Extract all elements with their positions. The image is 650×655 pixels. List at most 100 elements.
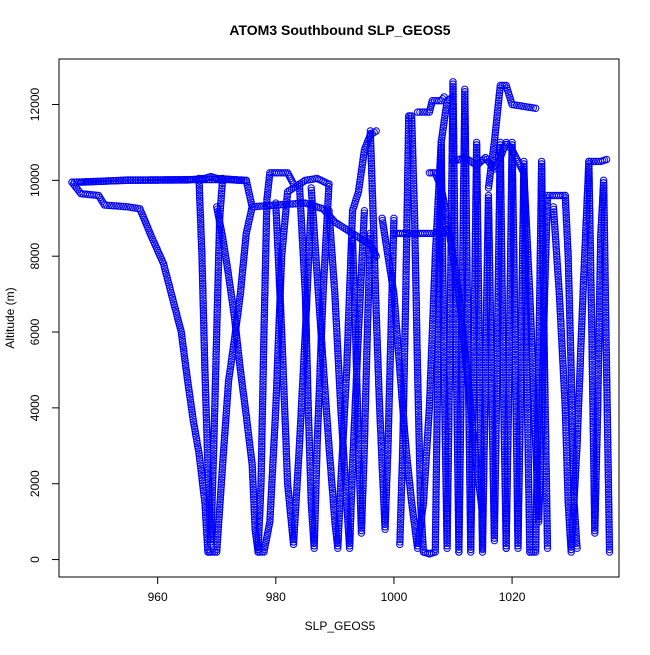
data-point [271, 424, 279, 432]
data-point [212, 355, 220, 363]
data-point [312, 254, 320, 262]
data-point [258, 427, 266, 436]
data-point [274, 349, 282, 357]
data-point [322, 407, 331, 416]
data-point [263, 193, 271, 201]
data-point [181, 175, 190, 184]
data-point [259, 395, 267, 403]
data-point [284, 487, 292, 495]
data-point [84, 178, 93, 186]
data-point [269, 458, 277, 466]
data-point [198, 277, 207, 285]
data-point [279, 360, 287, 369]
data-point [212, 335, 221, 344]
data-point [256, 489, 265, 498]
data-point [314, 288, 322, 297]
data-point [205, 175, 214, 184]
data-point [211, 405, 219, 413]
data-point [271, 414, 279, 422]
data-point [294, 459, 303, 467]
data-point [200, 334, 208, 342]
data-point [310, 234, 319, 242]
data-point [302, 310, 310, 318]
data-point [305, 446, 314, 454]
data-point [210, 442, 218, 450]
data-point [305, 441, 314, 449]
data-point [284, 482, 292, 490]
data-point [292, 498, 300, 507]
data-point [214, 261, 223, 269]
data-point [326, 456, 334, 465]
data-point [214, 273, 222, 282]
data-point [334, 527, 343, 535]
data-point [273, 234, 282, 242]
data-point [176, 176, 185, 184]
data-point [79, 178, 88, 186]
data-point [187, 403, 196, 411]
data-point [299, 256, 308, 264]
data-point [272, 396, 280, 405]
data-point [296, 419, 305, 428]
data-point [214, 286, 222, 294]
data-point [245, 433, 253, 442]
data-point [218, 187, 226, 195]
data-point [197, 228, 205, 236]
data-point [212, 333, 221, 341]
data-point [181, 359, 190, 367]
data-point [294, 456, 303, 465]
data-point [196, 208, 205, 217]
data-point [249, 493, 258, 501]
data-point [261, 293, 269, 302]
data-point [199, 279, 207, 288]
data-point [284, 489, 293, 498]
data-point [202, 396, 210, 404]
data-point [296, 185, 304, 193]
data-point [297, 417, 305, 425]
data-point [314, 404, 323, 413]
data-point [272, 386, 281, 395]
data-point [305, 421, 313, 429]
data-point [271, 421, 279, 429]
data-point [274, 261, 283, 269]
data-point [314, 286, 322, 294]
data-point [124, 176, 132, 184]
data-point [283, 465, 291, 473]
data-point [277, 313, 285, 321]
data-point [257, 452, 266, 461]
data-point [306, 224, 314, 232]
data-point [197, 233, 205, 241]
data-point [305, 434, 313, 442]
data-point [107, 177, 115, 185]
data-point [268, 483, 276, 491]
data-point [310, 537, 319, 545]
data-point [185, 386, 193, 394]
data-point [193, 439, 202, 448]
data-point [197, 235, 206, 243]
data-point [306, 449, 314, 457]
data-point [197, 218, 205, 226]
data-point [119, 176, 127, 184]
data-point [311, 497, 320, 505]
data-point [259, 380, 267, 388]
data-point [221, 419, 230, 427]
data-point [211, 380, 220, 388]
data-point [200, 351, 209, 359]
data-point [292, 491, 301, 499]
data-point [236, 363, 244, 372]
data-point [259, 368, 267, 376]
data-point [259, 393, 267, 401]
data-point [261, 254, 270, 262]
data-point [257, 477, 265, 485]
data-point [281, 215, 289, 223]
data-point [212, 348, 220, 356]
data-point [181, 357, 189, 365]
data-point [310, 544, 318, 552]
data-point [202, 398, 210, 407]
data-point [214, 271, 222, 279]
data-point [223, 394, 232, 403]
data-point [224, 387, 232, 395]
data-point [225, 375, 233, 383]
data-point [209, 464, 217, 472]
data-point [303, 352, 311, 360]
data-point [302, 330, 311, 338]
